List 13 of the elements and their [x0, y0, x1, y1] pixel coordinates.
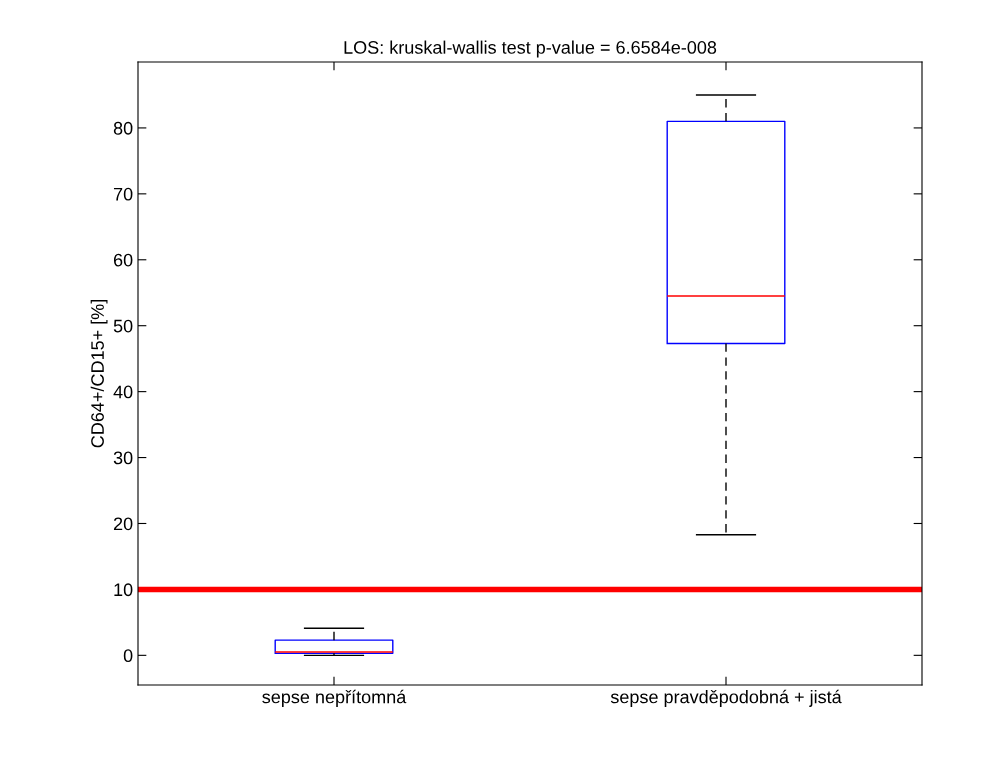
y-tick-label: 30: [113, 451, 133, 465]
y-axis-title: CD64+/CD15+ [%]: [90, 300, 108, 448]
y-tick-label: 70: [113, 187, 133, 201]
y-tick-label: 0: [123, 649, 133, 663]
y-tick-label: 20: [113, 517, 133, 531]
chart-title: LOS: kruskal-wallis test p-value = 6.6584e-008: [344, 40, 717, 58]
y-tick-label: 50: [113, 319, 133, 333]
y-tick-label: 10: [114, 583, 133, 597]
y-tick-label: 40: [113, 385, 133, 399]
x-tick-label: sepse nepřítomná: [262, 689, 407, 707]
x-tick-label: sepse pravděpodobná + jistá: [610, 689, 842, 707]
y-tick-label: 80: [113, 121, 133, 135]
y-tick-label: 60: [113, 253, 133, 267]
